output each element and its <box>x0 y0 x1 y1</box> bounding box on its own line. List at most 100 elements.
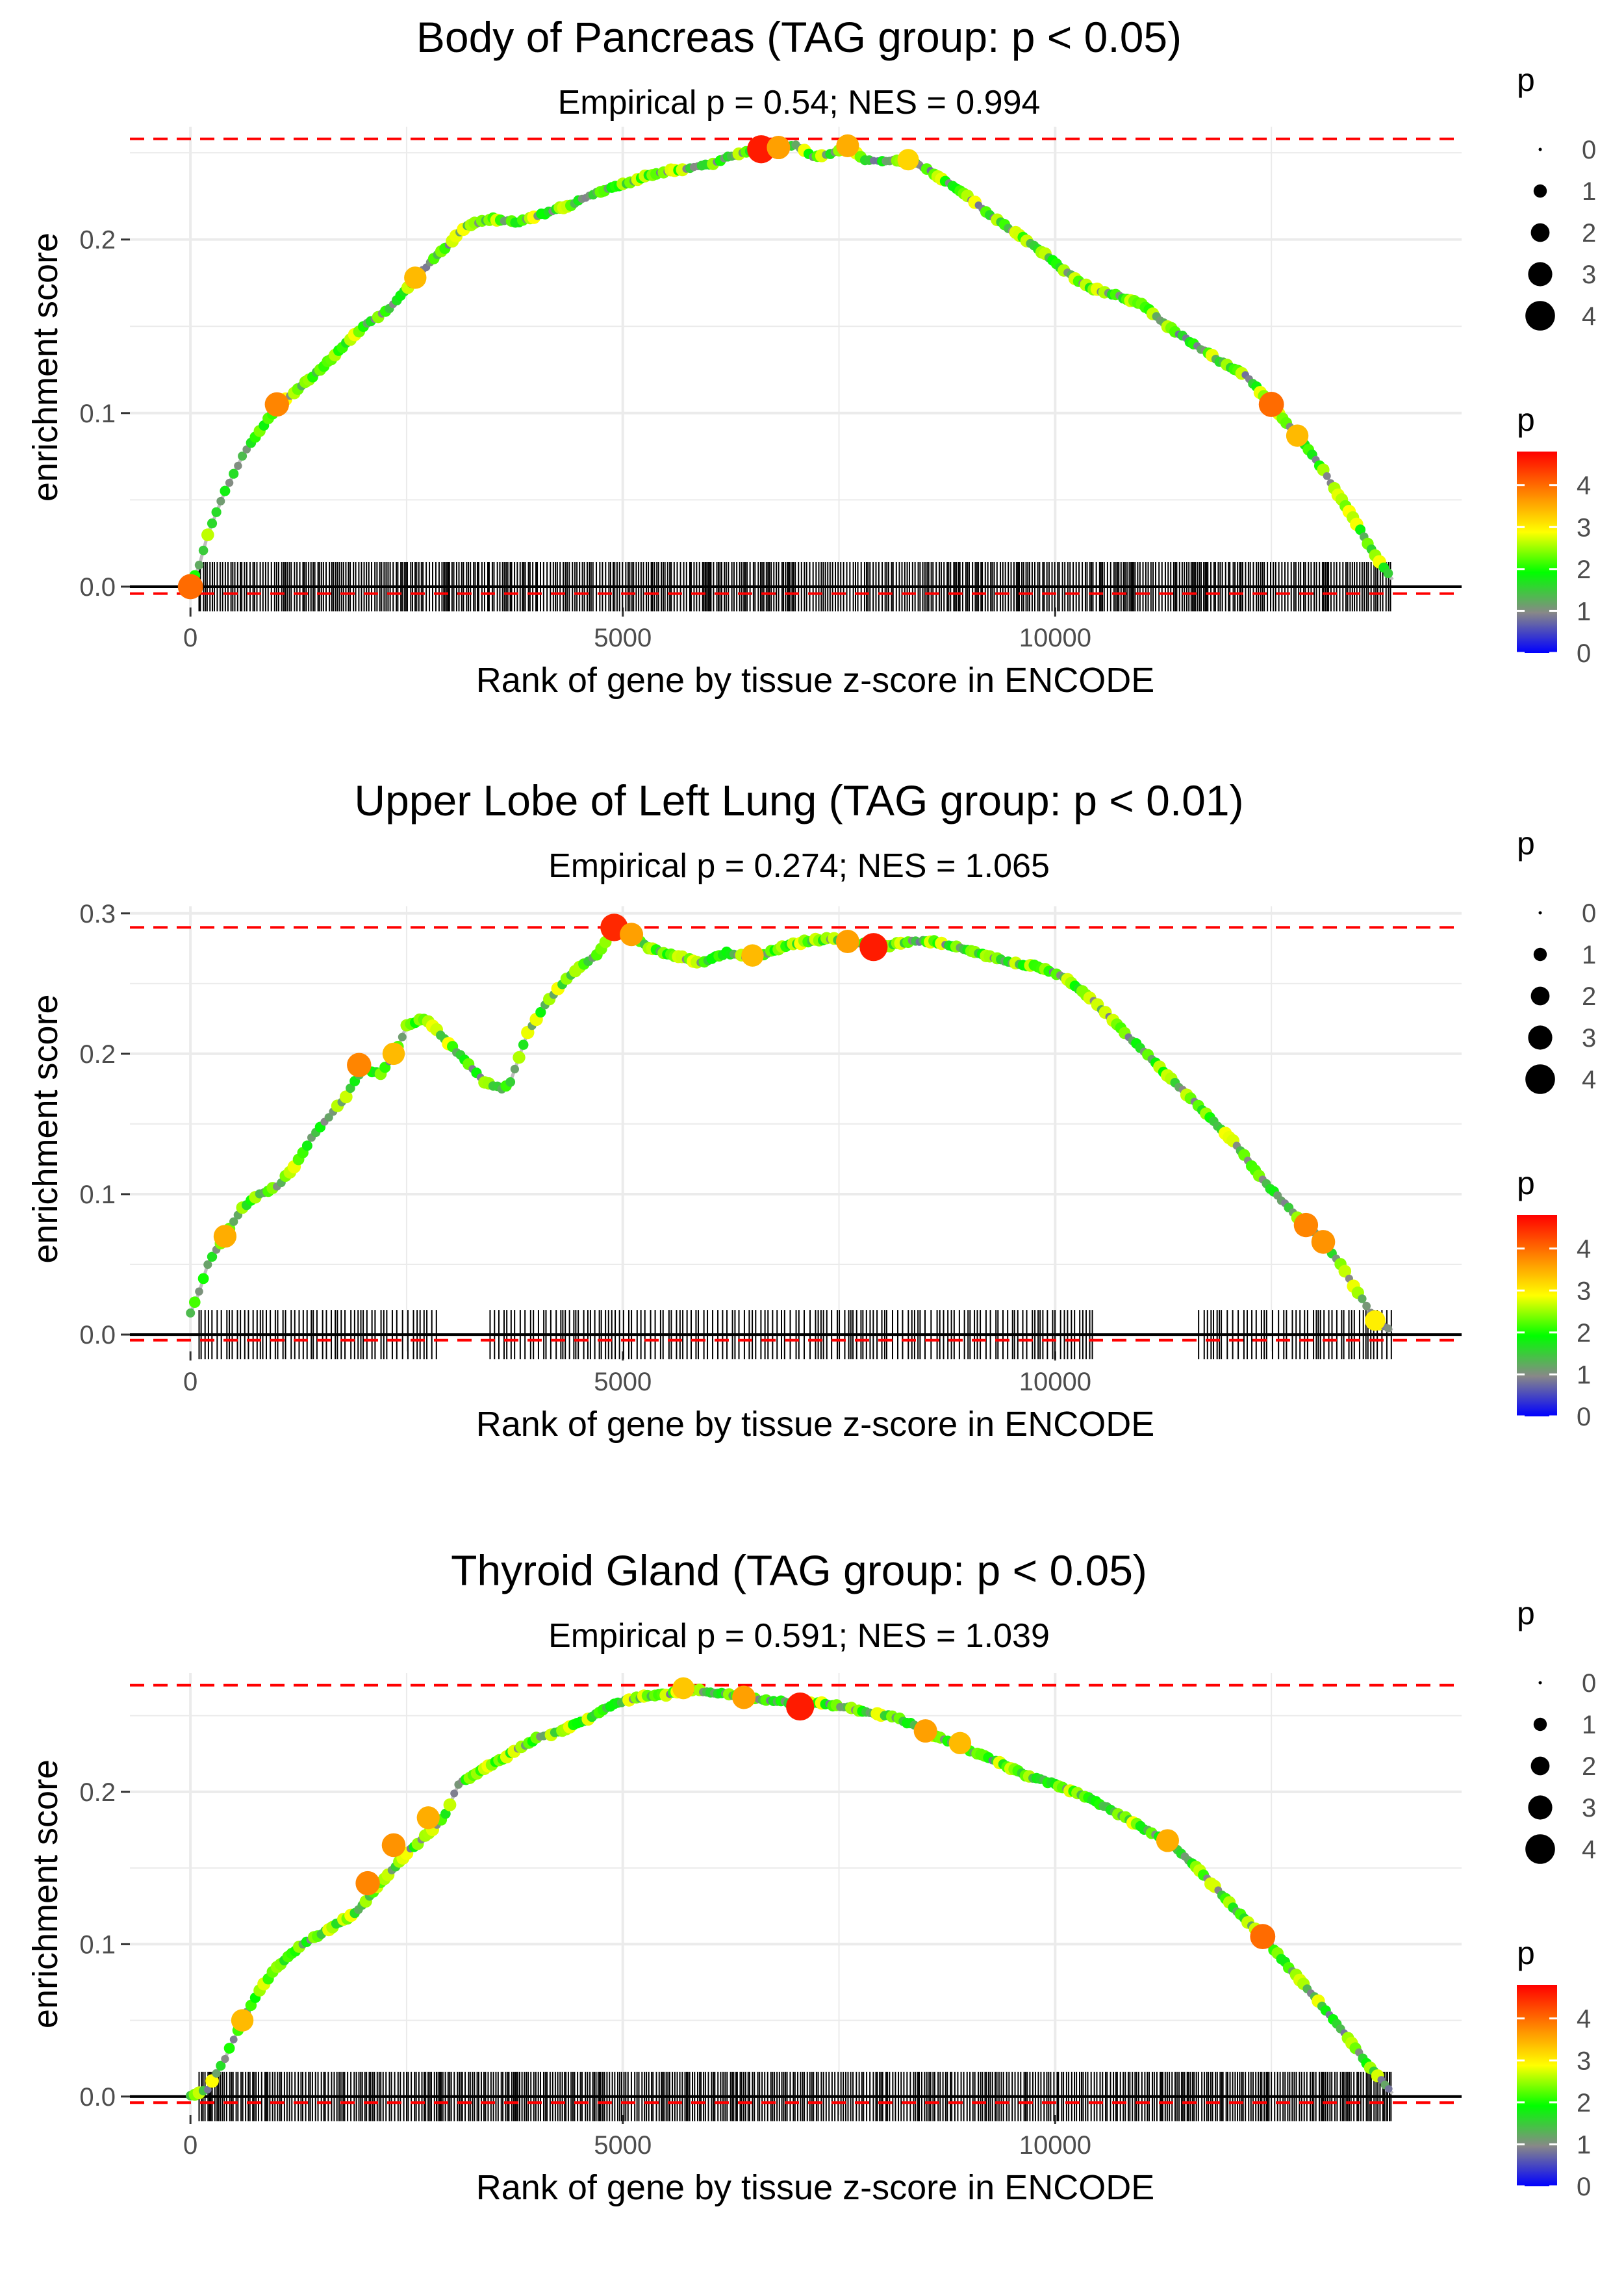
es-point <box>398 1032 407 1041</box>
es-point-highlight <box>1365 1310 1386 1331</box>
chart-panel-3: Thyroid Gland (TAG group: p < 0.05) Empir… <box>26 1546 1596 2207</box>
es-point-highlight <box>948 1731 972 1755</box>
es-point <box>207 1251 218 1262</box>
size-legend-dot <box>1533 947 1547 962</box>
es-point <box>1323 472 1331 480</box>
es-point-highlight <box>620 923 644 947</box>
chart-subtitle: Empirical p = 0.274; NES = 1.065 <box>548 847 1050 885</box>
y-axis-label: enrichment score <box>26 233 65 502</box>
size-legend-label: 1 <box>1582 941 1596 969</box>
es-point-highlight <box>859 933 888 962</box>
x-tick-label: 10000 <box>1019 2131 1091 2160</box>
size-legend-label: 2 <box>1582 1752 1596 1781</box>
es-point <box>1358 1294 1367 1303</box>
highlight-points <box>231 1677 1276 2032</box>
size-legend-dot <box>1533 1717 1547 1731</box>
color-legend-label: 3 <box>1577 1277 1591 1305</box>
es-point <box>203 1260 212 1269</box>
color-legend: p 4 3 2 1 0 <box>1517 1165 1591 1431</box>
es-point <box>1355 524 1366 535</box>
size-legend-dot <box>1538 911 1542 915</box>
es-point-highlight <box>382 1042 405 1066</box>
es-point <box>229 1217 238 1227</box>
es-point <box>510 1064 520 1074</box>
es-point <box>518 1040 529 1050</box>
color-legend-title: p <box>1517 1935 1535 1971</box>
size-legend-dot <box>1525 1064 1555 1094</box>
y-tick-label: 0.1 <box>79 1930 116 1959</box>
es-point-highlight <box>741 944 764 967</box>
y-tick-label: 0.0 <box>79 573 116 602</box>
es-point <box>505 1077 516 1087</box>
es-point <box>205 2074 219 2088</box>
y-tick-label: 0.0 <box>79 1321 116 1349</box>
es-point-highlight <box>767 136 791 160</box>
grid <box>130 127 1462 607</box>
es-point <box>339 1090 353 1104</box>
size-legend-dot <box>1530 223 1550 242</box>
size-legend-dot <box>1528 1795 1553 1820</box>
color-legend-label: 4 <box>1577 1235 1591 1264</box>
x-tick-label: 0 <box>183 2131 197 2160</box>
es-point <box>195 1287 203 1296</box>
es-point-highlight <box>1156 1829 1180 1852</box>
size-legend-dot <box>1525 301 1555 331</box>
chart-subtitle: Empirical p = 0.591; NES = 1.039 <box>548 1617 1050 1655</box>
es-point-highlight <box>1293 1212 1319 1238</box>
es-point <box>211 507 222 517</box>
y-axis-label: enrichment score <box>26 994 65 1263</box>
grid <box>130 1673 1462 2115</box>
color-legend-label: 2 <box>1577 1319 1591 1348</box>
color-legend-bar <box>1517 1215 1557 1416</box>
y-tick-label: 0.3 <box>79 900 116 928</box>
y-tick-label: 0.0 <box>79 2083 116 2112</box>
color-legend-bar <box>1517 1985 1557 2186</box>
es-point <box>204 2086 212 2094</box>
y-axis-label: enrichment score <box>26 1759 65 2028</box>
es-point-highlight <box>213 1225 237 1248</box>
size-legend: p 0 1 2 3 4 <box>1517 62 1596 331</box>
highlight-points <box>177 134 1309 600</box>
color-legend-label: 1 <box>1577 597 1591 626</box>
color-legend: p 4 3 2 1 0 <box>1517 1935 1591 2201</box>
size-legend-label: 0 <box>1582 136 1596 164</box>
es-point <box>229 468 239 479</box>
x-axis-label: Rank of gene by tissue z-score in ENCODE <box>476 661 1154 700</box>
chart-panel-2: Upper Lobe of Left Lung (TAG group: p < … <box>26 776 1596 1444</box>
y-tick-label: 0.1 <box>79 400 116 428</box>
es-point-highlight <box>786 1692 815 1721</box>
color-legend-label: 0 <box>1577 1403 1591 1431</box>
color-legend-label: 4 <box>1577 472 1591 500</box>
es-point-highlight <box>264 392 289 417</box>
es-point <box>301 1140 312 1151</box>
es-point-highlight <box>381 1833 406 1858</box>
es-point <box>1362 1301 1371 1310</box>
color-legend-label: 3 <box>1577 2047 1591 2075</box>
es-point-highlight <box>177 574 203 600</box>
es-point <box>212 2069 221 2078</box>
size-legend-label: 3 <box>1582 1794 1596 1822</box>
es-point-highlight <box>1250 1924 1276 1950</box>
es-point-highlight <box>355 1871 380 1896</box>
es-line <box>188 925 1393 1332</box>
es-points <box>184 139 1393 593</box>
size-legend-dot <box>1538 147 1542 151</box>
size-legend-title: p <box>1517 62 1535 98</box>
x-tick-label: 0 <box>183 1368 197 1396</box>
es-point-highlight <box>416 1806 440 1830</box>
color-legend-label: 2 <box>1577 2089 1591 2117</box>
x-axis-label: Rank of gene by tissue z-score in ENCODE <box>476 1405 1154 1444</box>
x-tick-label: 5000 <box>594 1368 652 1396</box>
size-legend: p 0 1 2 3 4 <box>1517 1595 1596 1864</box>
size-legend-dot <box>1528 1025 1553 1050</box>
x-tick-label: 10000 <box>1019 1368 1091 1396</box>
size-legend-dot <box>1530 1756 1550 1776</box>
size-legend-dot <box>1528 262 1553 287</box>
y-tick-label: 0.2 <box>79 1778 116 1807</box>
size-legend-label: 4 <box>1582 1835 1596 1864</box>
es-point <box>225 478 234 487</box>
es-point <box>216 2060 226 2071</box>
es-point <box>223 2043 235 2054</box>
es-point <box>197 1273 209 1284</box>
